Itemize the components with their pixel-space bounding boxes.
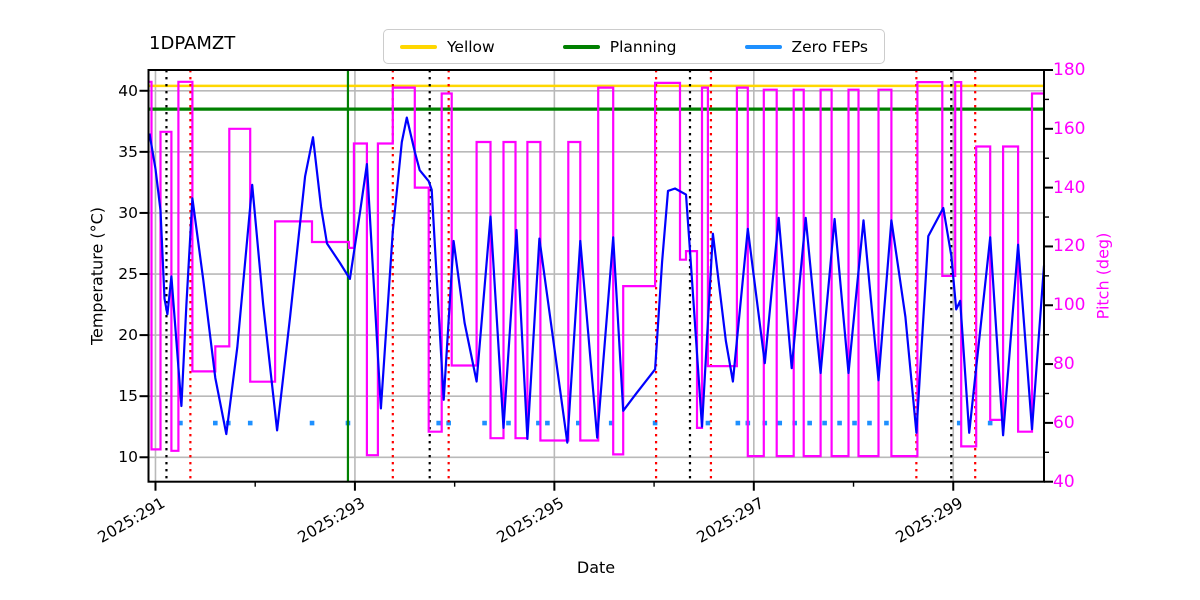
zero-feps-marker <box>807 420 812 426</box>
zero-feps-marker <box>822 420 827 426</box>
planning-limit-line-swatch <box>562 44 600 49</box>
temperature-series-line <box>148 116 1046 444</box>
zero-feps-line-swatch <box>744 44 782 49</box>
y-tick-label-left: 25 <box>118 265 138 284</box>
zero-feps-marker <box>837 420 842 426</box>
y-tick-label-left: 35 <box>118 142 138 161</box>
x-axis-label: Date <box>576 558 616 577</box>
y-tick-label-left: 30 <box>118 203 138 222</box>
y-tick-label-right: 80 <box>1053 354 1075 375</box>
zero-feps-marker <box>436 420 441 426</box>
chart-title: 1DPAMZT <box>149 33 236 54</box>
zero-feps-marker <box>446 420 451 426</box>
y-tick-label-right: 40 <box>1053 471 1075 492</box>
y-tick-label-right: 120 <box>1053 236 1086 257</box>
zero-feps-marker <box>956 420 962 426</box>
zero-feps-marker <box>852 420 857 426</box>
y-tick-label-right: 160 <box>1053 118 1086 139</box>
zero-feps-marker <box>536 420 541 426</box>
y-tick-label-left: 40 <box>118 81 138 100</box>
zero-feps-marker <box>213 420 218 426</box>
pitch-series-line <box>149 80 1044 458</box>
zero-feps-marker <box>247 420 253 426</box>
legend: Yellow Planning Zero FEPs <box>383 29 885 64</box>
zero-feps-marker <box>309 420 315 426</box>
zero-feps-marker <box>987 420 993 426</box>
legend-item-zero-feps: Zero FEPs <box>744 37 868 56</box>
zero-feps-marker <box>777 420 783 426</box>
zero-feps-marker <box>608 420 614 426</box>
y-tick-label-left: 10 <box>118 448 138 467</box>
legend-label-planning: Planning <box>609 37 677 56</box>
legend-label-yellow: Yellow <box>447 37 495 56</box>
zero-feps-marker <box>705 420 711 426</box>
legend-label-zero-feps: Zero FEPs <box>791 37 868 56</box>
y-tick-label-right: 180 <box>1053 60 1086 80</box>
y-tick-label-left: 15 <box>118 387 138 406</box>
zero-feps-marker <box>576 420 581 426</box>
y-tick-label-left: 20 <box>118 326 138 345</box>
y-tick-label-right: 100 <box>1053 295 1086 316</box>
zero-feps-marker <box>545 420 550 426</box>
zero-feps-marker <box>884 420 889 426</box>
zero-feps-marker <box>652 420 658 426</box>
zero-feps-marker <box>482 420 487 426</box>
legend-item-yellow: Yellow <box>400 38 495 56</box>
y-tick-label-right: 140 <box>1053 177 1086 198</box>
yellow-limit-line-swatch <box>400 44 437 49</box>
zero-feps-marker <box>506 420 511 426</box>
legend-item-planning: Planning <box>562 37 677 56</box>
y-tick-label-right: 60 <box>1053 412 1075 433</box>
zero-feps-marker <box>178 420 183 426</box>
zero-feps-marker <box>867 420 872 426</box>
y-axis-label-right: Pitch (deg) <box>1093 232 1113 320</box>
zero-feps-marker <box>735 420 741 426</box>
